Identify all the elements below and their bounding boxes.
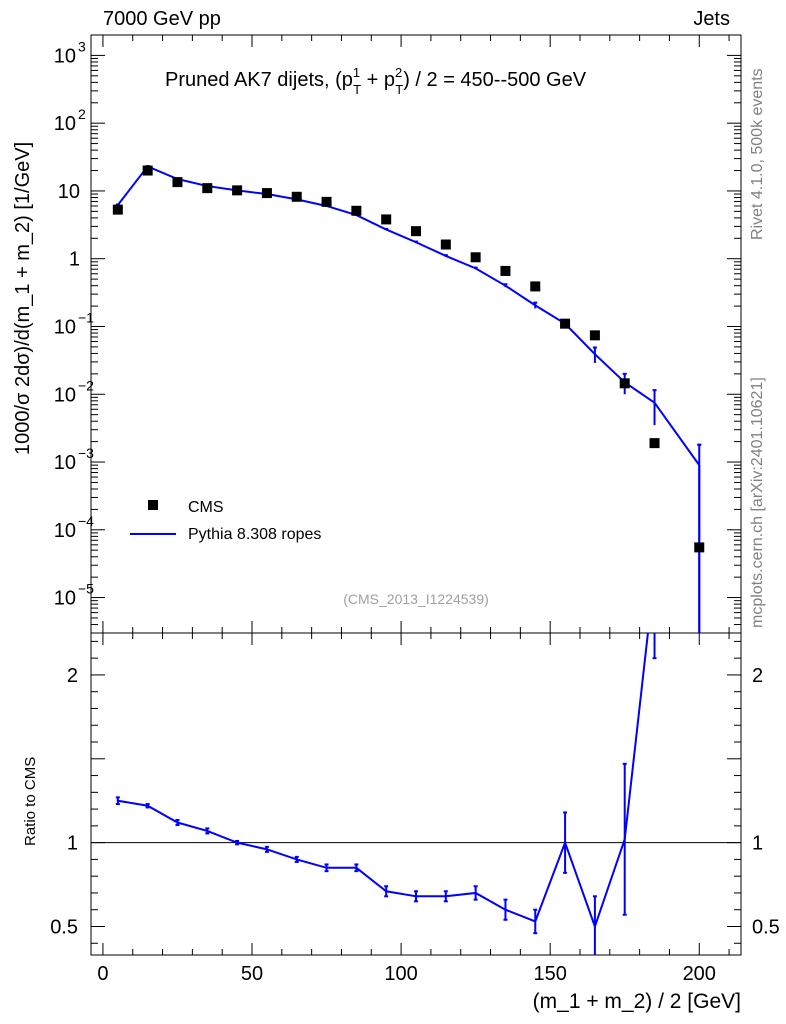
header-right: Jets [693, 8, 730, 30]
y-tick-label: 10 −4 [54, 513, 94, 542]
x-tick-label: 150 [533, 963, 566, 985]
y-tick-label-base: 10 [54, 452, 76, 474]
cms-data-point [649, 438, 660, 449]
ratio-y-axis-label: Ratio to CMS [22, 756, 39, 846]
title-suffix: ) / 2 = 450--500 GeV [403, 69, 587, 91]
y-tick-label: 10 2 [54, 106, 86, 135]
y-axis-label: 1000/σ 2dσ)/d(m_1 + m_2) [1/GeV] [12, 141, 34, 455]
cms-data-point [560, 318, 571, 329]
y-tick-label-exponent: 3 [78, 38, 86, 54]
y-tick-label-exponent: −1 [78, 309, 94, 325]
x-tick-label: 50 [241, 963, 263, 985]
ratio-tick-label-right: 1 [752, 833, 763, 855]
ratio-tick-label-right: 0.5 [752, 916, 780, 938]
cms-data-point [172, 177, 183, 188]
ratio-panel-frame [90, 632, 742, 956]
cms-data-point [261, 188, 272, 199]
ratio-tick-label-left: 0.5 [50, 916, 78, 938]
y-tick-label-base: 10 [54, 588, 76, 610]
ratio-tick-label-left: 2 [67, 665, 78, 687]
y-tick-label-exponent: −5 [78, 581, 94, 597]
mcplots-label: mcplots.cern.ch [arXiv:2401.10621] [749, 377, 766, 628]
y-tick-label: 10 3 [54, 38, 86, 67]
title-middle: + p [361, 69, 395, 91]
y-tick-label: 10 −3 [54, 445, 94, 474]
cms-data-point [291, 191, 302, 202]
cms-data-point [589, 330, 600, 341]
legend: CMS Pythia 8.308 ropes [130, 499, 321, 543]
legend-cms-marker [148, 500, 158, 510]
ratio-series-line [117, 633, 649, 930]
y-tick-label-base: 10 [54, 384, 76, 406]
cms-data-point [470, 252, 481, 263]
legend-mc-label: Pythia 8.308 ropes [188, 526, 321, 543]
header-left: 7000 GeV pp [103, 8, 221, 30]
cms-data-point [351, 205, 362, 216]
cms-data-point [500, 265, 511, 276]
title-superscript-1: 1 [353, 65, 360, 80]
title-subscript-2: T [395, 82, 403, 97]
main-plot-area [112, 165, 705, 633]
cms-data-point [112, 204, 123, 215]
y-tick-label: 10 −5 [54, 581, 94, 610]
y-tick-label-base: 10 [54, 45, 76, 67]
legend-cms-label: CMS [188, 499, 224, 516]
y-tick-label-exponent: 2 [78, 106, 86, 122]
y-tick-label: 10 −2 [54, 377, 94, 406]
y-tick-label-base: 10 [54, 316, 76, 338]
x-axis-label: (m_1 + m_2) / 2 [GeV] [533, 990, 741, 1013]
y-tick-label-exponent: −4 [78, 513, 94, 529]
y-tick-label-base: 1 [69, 249, 80, 271]
title-superscript-2: 2 [395, 65, 402, 80]
y-tick-label-base: 10 [54, 113, 76, 135]
y-tick-label: 10 [58, 181, 80, 203]
cms-data-point [440, 239, 451, 250]
cms-data-point [381, 214, 392, 225]
y-tick-label: 1 [69, 249, 80, 271]
ratio-plot-area [115, 633, 657, 955]
rivet-label: Rivet 4.1.0, 500k events [749, 68, 766, 240]
x-tick-label: 100 [384, 963, 417, 985]
x-tick-label: 200 [683, 963, 716, 985]
analysis-watermark: (CMS_2013_I1224539) [343, 591, 489, 607]
y-tick-label-exponent: −2 [78, 377, 94, 393]
main-panel-frame [90, 34, 742, 634]
cms-data-point [142, 165, 153, 176]
cms-data-point [411, 226, 421, 237]
ratio-tick-label-right: 2 [752, 665, 763, 687]
mc-series-line [117, 165, 701, 466]
x-tick-label: 0 [97, 963, 108, 985]
cms-data-point [321, 196, 332, 207]
ratio-tick-label-left: 1 [67, 833, 78, 855]
cms-data-point [694, 542, 705, 553]
cms-data-point [530, 281, 541, 292]
y-tick-label-base: 10 [54, 520, 76, 542]
cms-data-point [619, 378, 630, 389]
y-tick-label-base: 10 [58, 181, 80, 203]
plot-title: Pruned AK7 dijets, (p1 T + p2 T) / 2 = 450… [165, 65, 587, 97]
title-subscript-1: T [353, 82, 361, 97]
y-tick-label-exponent: −3 [78, 445, 94, 461]
cms-data-point [232, 185, 243, 196]
title-prefix: Pruned AK7 dijets, (p [165, 69, 353, 91]
cms-data-point [202, 183, 213, 194]
y-tick-label: 10 −1 [54, 309, 94, 338]
